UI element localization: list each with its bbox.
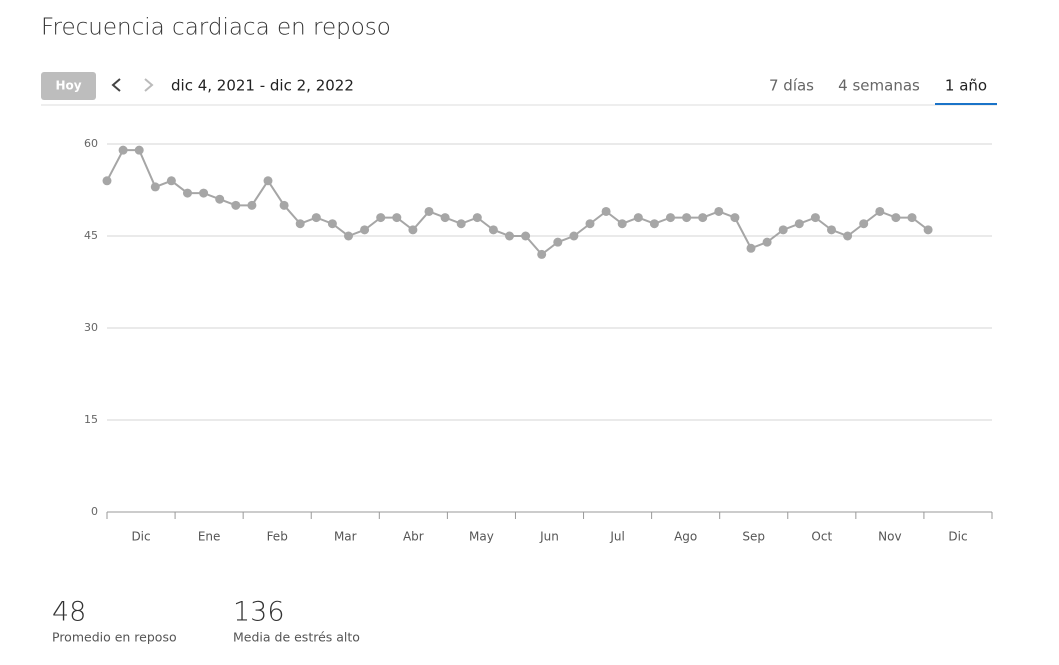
x-tick-label: Abr — [403, 530, 424, 544]
data-point — [392, 213, 402, 223]
data-point — [666, 213, 675, 223]
data-point — [633, 213, 643, 223]
data-point — [649, 219, 659, 229]
stat-value: 136 — [233, 597, 285, 628]
data-point — [698, 213, 708, 223]
x-tick-label: Dic — [131, 530, 150, 544]
data-point — [279, 200, 289, 210]
data-point — [440, 213, 450, 223]
stat-value: 48 — [52, 597, 86, 628]
today-button-bg[interactable] — [41, 72, 96, 100]
stat-label: Promedio en reposo — [52, 630, 177, 645]
today-button-label[interactable]: Hoy — [55, 79, 81, 93]
data-point — [730, 213, 740, 223]
data-point — [714, 206, 724, 216]
data-point — [488, 225, 498, 235]
data-point — [102, 176, 112, 186]
data-point — [553, 237, 563, 247]
data-point — [360, 225, 370, 235]
data-point — [843, 231, 853, 241]
data-point — [408, 225, 418, 235]
data-point — [118, 145, 128, 155]
data-point — [456, 219, 466, 229]
data-point — [617, 219, 627, 229]
x-tick-label: Jun — [539, 530, 559, 544]
next-arrow[interactable] — [144, 78, 154, 92]
data-point — [199, 188, 209, 198]
data-point — [794, 219, 804, 229]
data-point — [521, 231, 531, 241]
stat-label: Media de estrés alto — [233, 630, 360, 645]
data-point — [569, 231, 579, 241]
x-tick-label: Mar — [334, 530, 357, 544]
x-tick-label: Oct — [811, 530, 832, 544]
range-tab[interactable]: 1 año — [945, 77, 987, 95]
data-point — [166, 176, 176, 186]
range-tab[interactable]: 7 días — [769, 77, 814, 95]
today-button[interactable]: Hoy — [41, 72, 96, 100]
y-tick-label: 30 — [84, 321, 98, 334]
x-tick-label: Nov — [878, 530, 901, 544]
data-point — [923, 225, 933, 235]
x-tick-label: May — [469, 530, 494, 544]
data-point — [134, 145, 144, 155]
y-tick-label: 0 — [91, 505, 98, 518]
data-point — [810, 213, 820, 223]
x-tick-label: Ago — [674, 530, 697, 544]
date-range: dic 4, 2021 - dic 2, 2022 — [171, 77, 354, 95]
data-point — [424, 206, 434, 216]
data-point — [215, 194, 225, 204]
data-point — [263, 176, 273, 186]
active-tab-underline — [935, 103, 997, 105]
x-tick-label: Feb — [267, 530, 288, 544]
page-title: Frecuencia cardiaca en reposo — [41, 15, 391, 41]
data-point — [376, 213, 386, 223]
data-point — [827, 225, 836, 235]
data-point — [231, 200, 241, 210]
data-point — [537, 249, 547, 259]
x-tick-label: Jul — [609, 530, 624, 544]
data-point — [746, 243, 756, 253]
data-point — [859, 219, 869, 229]
data-point — [247, 200, 257, 210]
data-point — [682, 213, 692, 223]
data-point — [505, 231, 514, 241]
data-point — [762, 237, 772, 247]
x-tick-label: Sep — [742, 530, 765, 544]
y-tick-label: 15 — [84, 413, 98, 426]
data-point — [601, 206, 611, 216]
data-point — [472, 213, 482, 223]
data-point — [585, 219, 595, 229]
data-point — [907, 213, 917, 223]
data-point — [891, 213, 901, 223]
data-point — [344, 231, 353, 241]
data-point — [183, 188, 192, 198]
data-point — [327, 219, 337, 229]
data-point — [295, 219, 305, 229]
data-point — [875, 206, 885, 216]
data-line — [106, 149, 929, 256]
data-point — [311, 213, 321, 223]
data-point — [778, 225, 788, 235]
x-tick-label: Ene — [198, 530, 221, 544]
y-tick-label: 45 — [84, 229, 98, 242]
y-tick-label: 60 — [84, 137, 98, 150]
data-point — [150, 182, 160, 192]
range-tab[interactable]: 4 semanas — [838, 77, 920, 95]
x-tick-label: Dic — [948, 530, 967, 544]
prev-arrow[interactable] — [111, 78, 121, 92]
